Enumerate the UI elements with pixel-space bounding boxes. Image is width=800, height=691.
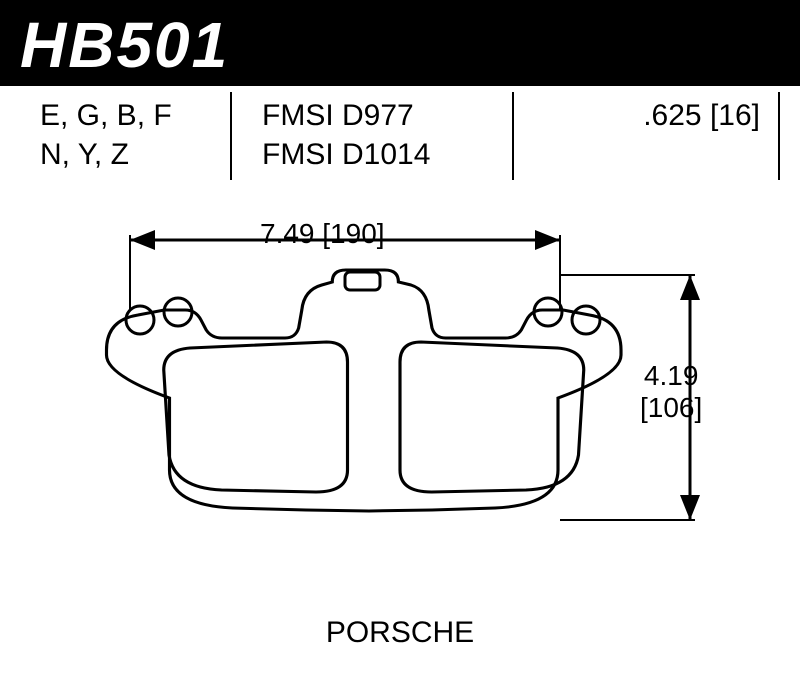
thickness-inches: .625 (643, 99, 701, 132)
fmsi-column: FMSI D977 FMSI D1014 (232, 96, 512, 174)
header-bar: HB501 (0, 0, 800, 86)
fmsi-line2: FMSI D1014 (262, 135, 482, 174)
compounds-line1: E, G, B, F (40, 96, 200, 135)
divider-3 (778, 92, 780, 180)
spec-row: E, G, B, F N, Y, Z FMSI D977 FMSI D1014 … (0, 86, 800, 180)
brake-pad-outline (106, 270, 621, 511)
fmsi-line1: FMSI D977 (262, 96, 482, 135)
diagram-area: 7.49 [190] 4.19 [106] (0, 180, 800, 660)
compounds-line2: N, Y, Z (40, 135, 200, 174)
thickness-column: .625 [16] (514, 96, 780, 135)
brand-label: PORSCHE (0, 616, 800, 650)
thickness-mm: [16] (710, 99, 760, 132)
brake-pad-drawing (0, 180, 800, 660)
compounds-column: E, G, B, F N, Y, Z (40, 96, 230, 174)
part-number: HB501 (20, 9, 229, 81)
